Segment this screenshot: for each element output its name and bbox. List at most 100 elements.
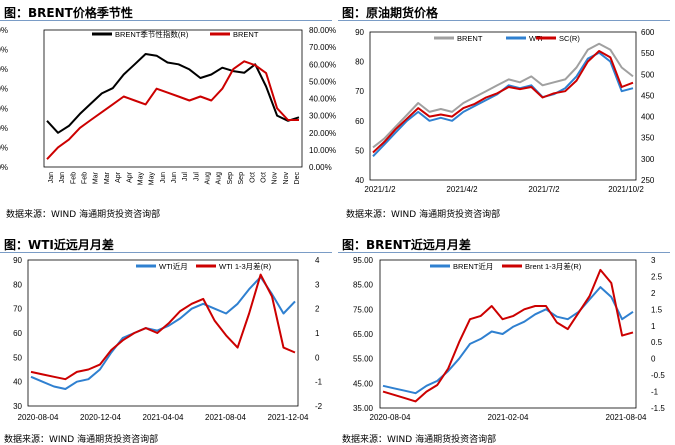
y-tick-label-right: 80.00% — [309, 26, 336, 35]
x-tick-label: 2021/10/2 — [608, 185, 644, 194]
x-tick-label: 2021-08-04 — [205, 413, 246, 422]
x-tick-label: Aug — [205, 172, 212, 185]
data-source: 数据来源：WIND 海通期货投资咨询部 — [6, 210, 161, 220]
x-tick-label: May — [137, 172, 144, 186]
series-line — [30, 273, 296, 381]
x-tick-label: Sep — [227, 172, 234, 185]
legend-label: Brent 1-3月差(R) — [525, 261, 582, 271]
y-tick-label-right: -1.5 — [651, 404, 665, 413]
y-tick-label-left: 15.00% — [0, 65, 8, 74]
legend-label: BRENT — [457, 34, 483, 43]
y-tick-label-left: 90 — [355, 28, 364, 37]
y-tick-label-left: 30 — [13, 402, 22, 411]
legend-label: WTI 1-3月差(R) — [219, 261, 272, 271]
y-tick-label-right: -0.5 — [651, 371, 665, 380]
y-tick-label-right: 1 — [315, 329, 320, 338]
series-line — [372, 42, 634, 149]
y-tick-label-right: 450 — [641, 91, 655, 100]
y-tick-label-right: 350 — [641, 134, 655, 143]
panel-crude-futures: 图：原油期货价格 90 80 70 60 50 40 600 550 500 450 400 350 3… — [338, 0, 675, 222]
y-tick-label-right: 2 — [651, 289, 656, 298]
x-tick-label: Jan — [59, 172, 66, 183]
series-line — [372, 50, 634, 154]
y-tick-label-left: 20.00% — [0, 46, 8, 55]
panel-brent-seasonality: 图：BRENT价格季节性 25.00% 20.00% 15.00% 10.00% 5.0… — [0, 0, 337, 222]
y-tick-label-right: 1.5 — [651, 305, 663, 314]
panel-title: 图：BRENT近远月月差 — [342, 238, 471, 252]
y-tick-label-left: 25.00% — [0, 26, 8, 35]
y-tick-label-left: 85.00 — [353, 281, 374, 290]
panel-wti-spread: 图：WTI近远月月差 90 80 70 60 50 40 30 4 3 2 1 0 -1 -2 2020-0… — [0, 222, 337, 445]
x-tick-label: Jul — [182, 172, 189, 181]
chart-brent-seasonality: 25.00% 20.00% 15.00% 10.00% 5.00% 0.00% -5.00%… — [0, 26, 336, 186]
y-tick-label-right: 4 — [315, 256, 320, 265]
y-tick-label-right: 0 — [651, 355, 656, 364]
legend-label: BRENT季节性指数(R) — [115, 29, 189, 39]
x-tick-label: Apr — [115, 171, 122, 183]
x-tick-label: Aug — [216, 172, 223, 185]
x-tick-label: Jun — [160, 172, 167, 183]
legend-label: BRENT近月 — [453, 261, 493, 271]
x-tick-label: Feb — [82, 172, 89, 184]
y-tick-label-right: 2 — [315, 305, 320, 314]
y-tick-label-right: 250 — [641, 176, 655, 185]
chart-crude-futures: 9080706050406005505004504003503002502021… — [355, 28, 655, 194]
x-tick-label: Jan — [48, 172, 55, 183]
x-tick-label: Feb — [70, 172, 77, 184]
y-tick-label-right: 1 — [651, 322, 656, 331]
y-tick-label-left: 70 — [355, 87, 364, 96]
y-tick-label-left: 95.00 — [353, 256, 374, 265]
series-line — [46, 53, 300, 134]
y-tick-label-left: 50 — [13, 353, 22, 362]
y-tick-label-right: 550 — [641, 49, 655, 58]
divider — [338, 20, 670, 21]
series-line — [382, 286, 634, 395]
data-source: 数据来源：WIND 海通期货投资咨询部 — [342, 435, 497, 445]
x-tick-label: Sep — [238, 172, 245, 185]
panel-title: 图：BRENT价格季节性 — [4, 6, 133, 20]
y-tick-label-left: 60 — [355, 117, 364, 126]
panel-brent-spread: 图：BRENT近远月月差 95.00 85.00 75.00 65.00 55.00 45… — [338, 222, 675, 445]
y-tick-label-left: 10.00% — [0, 85, 8, 94]
x-tick-label: 2020-12-04 — [80, 413, 121, 422]
x-tick-label: 2021-04-04 — [143, 413, 184, 422]
data-source: 数据来源：WIND 海通期货投资咨询部 — [346, 210, 501, 220]
x-tick-label: 2021/1/2 — [364, 185, 396, 194]
chart-brent-spread: 95.00 85.00 75.00 65.00 55.00 45.00 35.00 3 2.5 2… — [353, 256, 665, 422]
divider — [0, 20, 332, 21]
y-tick-label-right: 0 — [315, 353, 320, 362]
y-tick-label-right: 20.00% — [309, 129, 336, 138]
plot-frame — [369, 31, 637, 181]
chart-wti-spread: 90 80 70 60 50 40 30 4 3 2 1 0 -1 -2 2020-08-04 2020-12… — [13, 256, 323, 422]
x-tick-label: Apr — [126, 171, 133, 183]
y-tick-label-right: 300 — [641, 155, 655, 164]
y-tick-label-right: 3 — [651, 256, 656, 265]
legend-label: BRENT — [233, 30, 259, 39]
x-tick-label: Oct — [249, 172, 256, 183]
y-tick-label-left: 0.00% — [0, 124, 8, 133]
divider — [338, 252, 670, 253]
legend-label: SC(R) — [559, 34, 580, 43]
legend-label: WTI — [529, 34, 543, 43]
y-tick-label-right: 0.5 — [651, 338, 663, 347]
x-tick-label: Nov — [272, 172, 279, 185]
x-tick-label: Mar — [104, 171, 111, 184]
series-line — [372, 51, 634, 157]
y-tick-label-left: 40 — [13, 378, 22, 387]
y-tick-label-left: 75.00 — [353, 305, 374, 314]
y-tick-label-right: 30.00% — [309, 112, 336, 121]
x-tick-label: 2020-08-04 — [18, 413, 59, 422]
x-tick-label: 2021-08-04 — [606, 413, 647, 422]
x-tick-label: Nov — [283, 172, 290, 185]
x-tick-label: 2021-12-04 — [268, 413, 309, 422]
y-tick-label-right: 40.00% — [309, 95, 336, 104]
y-tick-label-right: 10.00% — [309, 146, 336, 155]
x-tick-label: Jun — [171, 172, 178, 183]
y-tick-label-left: 70 — [13, 305, 22, 314]
data-source: 数据来源：WIND 海通期货投资咨询部 — [4, 435, 159, 445]
y-tick-label-left: -5.00% — [0, 143, 8, 152]
x-tick-label: 2020-08-04 — [370, 413, 411, 422]
plot-frame — [43, 29, 303, 168]
y-tick-label-left: 40 — [355, 176, 364, 185]
y-tick-label-left: 80 — [13, 280, 22, 289]
